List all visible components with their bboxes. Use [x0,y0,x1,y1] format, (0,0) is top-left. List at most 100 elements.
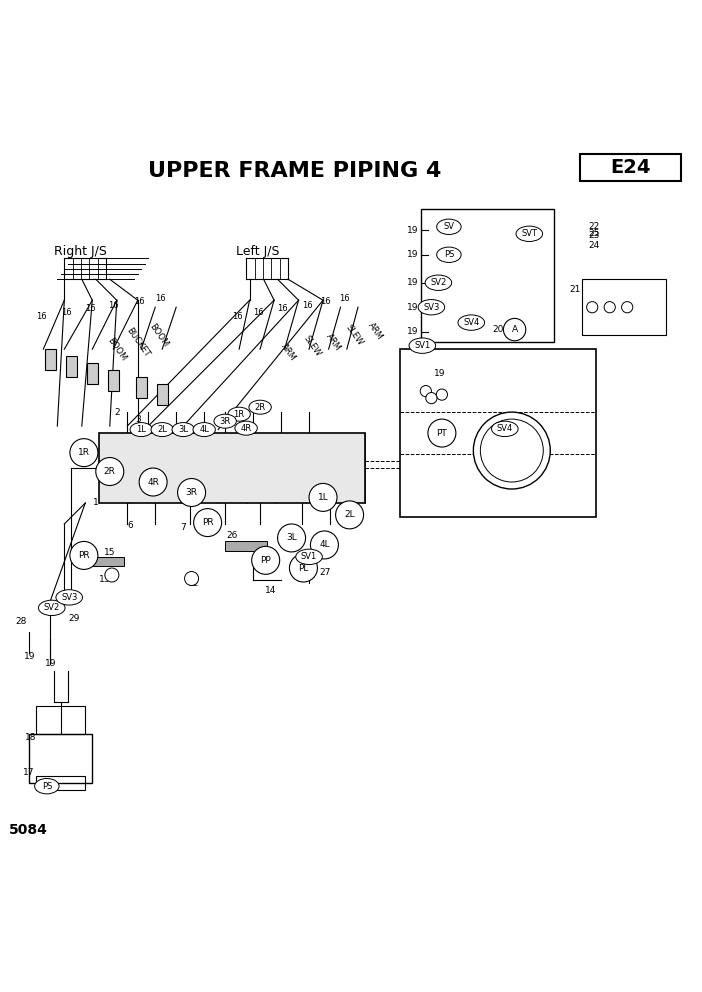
Text: 1: 1 [327,472,333,481]
Ellipse shape [34,779,59,794]
Text: 16: 16 [338,295,350,304]
Text: 16: 16 [36,312,46,321]
Text: ARM: ARM [324,332,343,352]
Text: 28: 28 [15,617,27,626]
Text: SVT: SVT [522,229,537,238]
Text: 16: 16 [302,301,312,310]
Text: SV3: SV3 [423,303,439,311]
Text: 4R: 4R [241,424,252,433]
Bar [45,349,56,370]
Circle shape [336,501,364,529]
Text: SV2: SV2 [430,278,446,288]
Text: 25: 25 [589,229,600,238]
Text: 1L: 1L [136,426,146,434]
Text: 15: 15 [104,548,116,557]
Circle shape [194,509,222,537]
Text: 19: 19 [406,303,418,311]
Text: 9: 9 [310,448,315,457]
Text: 1: 1 [257,458,263,467]
Text: PP: PP [260,556,271,564]
Text: 16: 16 [253,309,263,317]
Text: 12: 12 [188,579,199,588]
Text: 4R: 4R [147,477,159,486]
Text: 16: 16 [108,301,119,310]
Text: 17: 17 [23,768,35,777]
Bar [86,363,98,384]
Text: 3R: 3R [185,488,197,497]
Text: 2R: 2R [104,467,116,476]
Text: SV1: SV1 [301,553,317,561]
Text: 26: 26 [227,531,238,540]
Text: 4: 4 [205,433,211,441]
Ellipse shape [437,247,461,263]
Text: UPPER FRAME PIPING 4: UPPER FRAME PIPING 4 [148,161,442,181]
Text: PT: PT [437,429,447,437]
Ellipse shape [249,400,271,415]
Text: E24: E24 [611,158,651,178]
Text: SLEW: SLEW [344,323,365,347]
Circle shape [426,393,437,404]
Text: SV: SV [444,222,454,231]
Text: 27: 27 [319,568,331,577]
Text: 19: 19 [24,653,35,662]
Text: 22: 22 [589,222,600,231]
Text: PR: PR [78,551,90,559]
Text: SV4: SV4 [497,425,513,434]
Text: BOOM: BOOM [147,321,170,348]
Text: 18: 18 [25,733,37,742]
Text: 24: 24 [589,241,600,250]
Text: 7: 7 [180,523,186,532]
Text: SV4: SV4 [463,318,479,327]
Bar [86,557,124,565]
Text: SV1: SV1 [414,341,430,350]
Text: BOOM: BOOM [105,336,128,362]
Circle shape [420,386,432,397]
Bar [66,356,77,377]
Ellipse shape [214,415,237,429]
Circle shape [437,389,447,400]
Circle shape [621,302,633,312]
Ellipse shape [437,219,461,234]
Text: 19: 19 [406,327,418,336]
Text: 4L: 4L [319,541,330,550]
Text: ARM: ARM [279,342,297,363]
Circle shape [252,547,279,574]
Text: 5084: 5084 [8,823,47,837]
Text: 30: 30 [487,441,499,450]
Ellipse shape [130,423,152,436]
FancyBboxPatch shape [581,154,681,182]
Text: PR: PR [202,518,213,527]
Bar [37,705,86,734]
Circle shape [178,478,206,507]
Bar [582,279,665,335]
Text: A: A [512,325,517,334]
Bar [37,776,86,790]
Text: 10: 10 [164,433,175,441]
Text: 1R: 1R [234,410,245,419]
Text: 19: 19 [406,226,418,235]
Text: PS: PS [444,250,454,259]
Text: 11: 11 [155,424,166,433]
Ellipse shape [56,589,83,605]
Text: 6: 6 [128,521,133,530]
Text: 16: 16 [61,309,72,317]
Text: 16: 16 [232,312,242,321]
Ellipse shape [172,423,194,436]
Circle shape [587,302,598,312]
Text: Right J/S: Right J/S [54,245,107,258]
Text: SLEW: SLEW [302,333,323,358]
Circle shape [105,568,119,582]
Text: 19: 19 [45,660,56,669]
Text: 19: 19 [434,369,446,378]
Circle shape [604,302,616,312]
Text: Left J/S: Left J/S [236,245,279,258]
Circle shape [473,412,550,489]
Circle shape [503,318,526,341]
Circle shape [289,555,317,582]
Ellipse shape [491,422,518,436]
Text: 1: 1 [93,499,99,508]
Text: 3L: 3L [286,534,297,543]
Ellipse shape [516,226,543,241]
Circle shape [185,571,199,585]
Bar [107,370,119,391]
